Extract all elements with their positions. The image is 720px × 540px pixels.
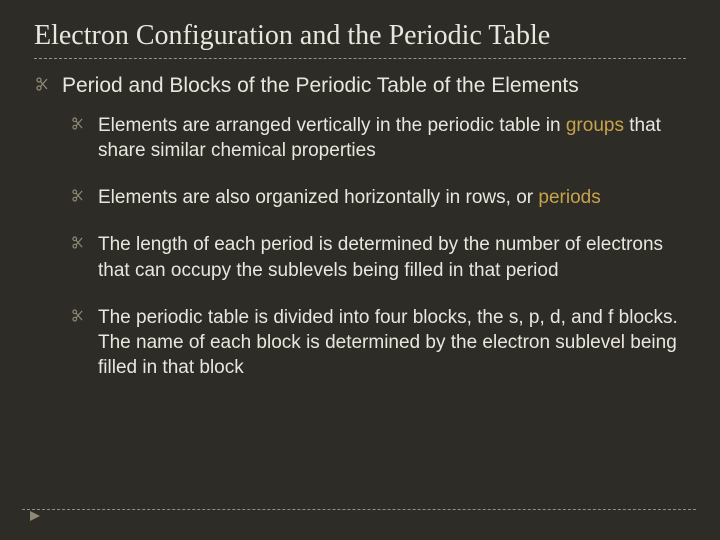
bullet-level2: The periodic table is divided into four … bbox=[72, 305, 686, 380]
play-icon bbox=[28, 509, 42, 528]
bullet-level2: Elements are arranged vertically in the … bbox=[72, 113, 686, 163]
slide-title: Electron Configuration and the Periodic … bbox=[34, 20, 686, 52]
bullet-level2: Elements are also organized horizontally… bbox=[72, 185, 686, 210]
title-divider bbox=[34, 58, 686, 59]
bullet-level1-text: Period and Blocks of the Periodic Table … bbox=[62, 73, 686, 99]
bullet-level2-text: The length of each period is determined … bbox=[98, 232, 686, 282]
bullet-level2: The length of each period is determined … bbox=[72, 232, 686, 282]
bullet-level2-text: The periodic table is divided into four … bbox=[98, 305, 686, 380]
scissors-icon bbox=[72, 232, 86, 282]
scissors-icon bbox=[36, 73, 50, 99]
bullet-level2-text: Elements are also organized horizontally… bbox=[98, 185, 686, 210]
scissors-icon bbox=[72, 113, 86, 163]
scissors-icon bbox=[72, 185, 86, 210]
scissors-icon bbox=[72, 305, 86, 380]
footer-divider bbox=[22, 509, 696, 510]
highlight: groups bbox=[566, 115, 624, 136]
highlight: periods bbox=[538, 187, 600, 208]
bullet-level2-text: Elements are arranged vertically in the … bbox=[98, 113, 686, 163]
bullet-level1: Period and Blocks of the Periodic Table … bbox=[36, 73, 686, 99]
slide: Electron Configuration and the Periodic … bbox=[0, 0, 720, 540]
